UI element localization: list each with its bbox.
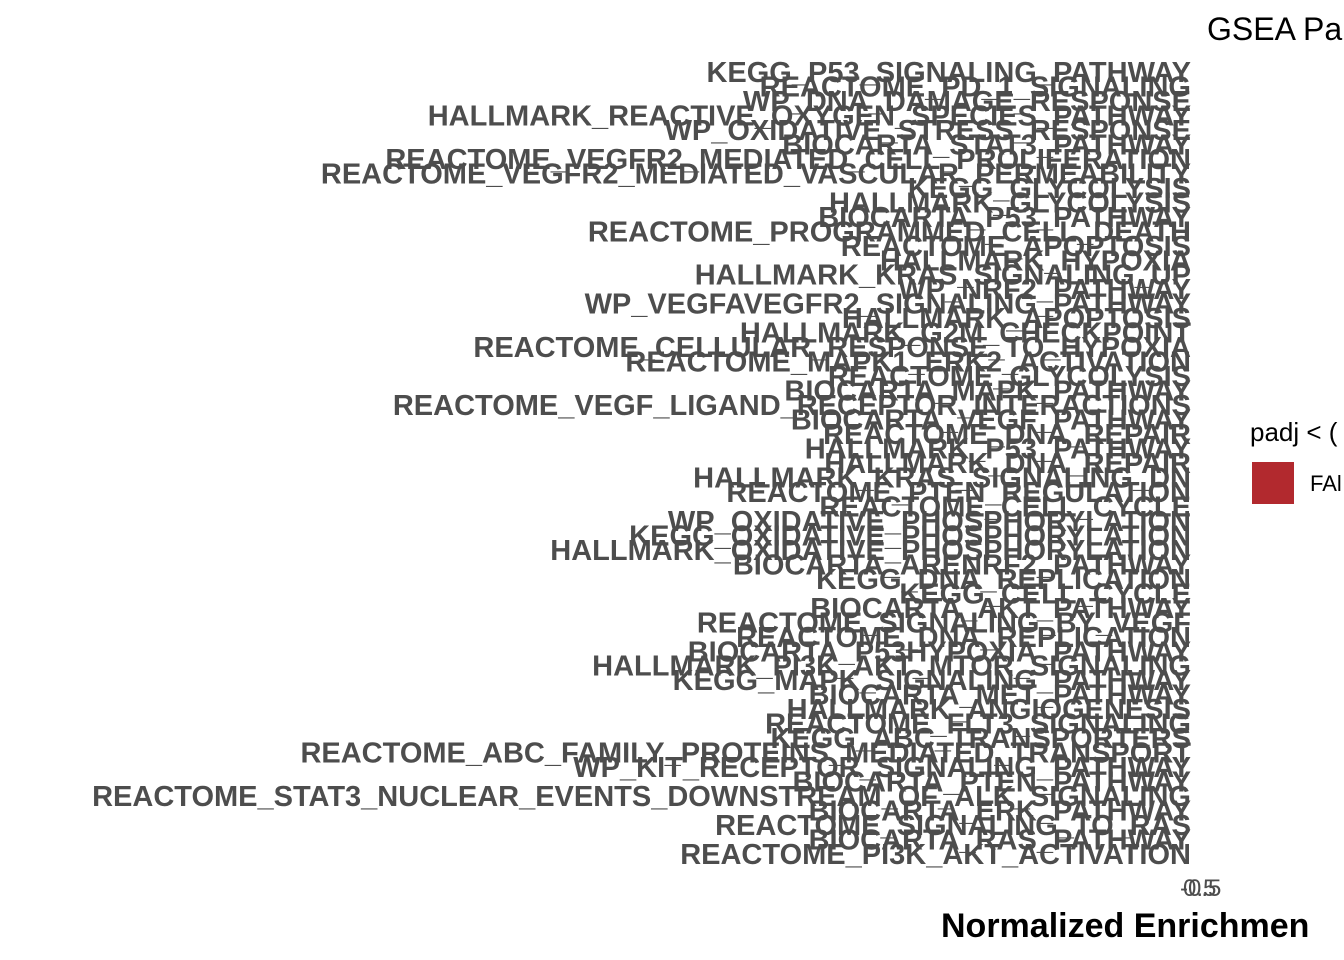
category-label: BIOCARTA_P53HYPOXIA_PATHWAY xyxy=(688,636,1191,668)
category-label: KEGG_OXIDATIVE_PHOSPHORYLATION xyxy=(629,520,1191,552)
category-labels: KEGG_P53_SIGNALING_PATHWAYREACTOME_PD_1_… xyxy=(92,57,1191,871)
category-label: WP_OXIDATIVE_PHOSPHORYLATION xyxy=(668,506,1191,538)
legend-entries: FAl xyxy=(1252,462,1342,504)
category-label: BIOCARTA_ARENRF2_PATHWAY xyxy=(733,549,1191,581)
category-label: REACTOME_PI3K_AKT_ACTIVATION xyxy=(680,839,1191,871)
category-label: REACTOME_GLYCOLYSIS xyxy=(828,361,1191,393)
category-label: BIOCARTA_STAT3_PATHWAY xyxy=(782,129,1191,161)
category-label: WP_VEGFAVEGFR2_SIGNALING_PATHWAY xyxy=(585,289,1191,321)
category-label: REACTOME_VEGFR2_MEDIATED_CELL_PROLIFERAT… xyxy=(385,144,1191,176)
category-label: WP_DNA_DAMAGE_RESPONSE xyxy=(743,86,1191,118)
x-tick-label: 0.5 xyxy=(1183,875,1216,902)
category-label: REACTOME_SIGNALING_BY_VEGF xyxy=(697,607,1191,639)
category-label: WP_OXIDATIVE_STRESS_RESPONSE xyxy=(665,115,1191,147)
category-label: REACTOME_STAT3_NUCLEAR_EVENTS_DOWNSTREAM… xyxy=(92,781,1191,813)
x-axis-ticks: -0.50.5 xyxy=(1180,875,1221,902)
category-label: HALLMARK_OXIDATIVE_PHOSPHORYLATION xyxy=(550,535,1191,567)
legend-title: padj < ( xyxy=(1250,417,1338,447)
category-label: HALLMARK_DNA_REPAIR xyxy=(824,448,1191,480)
category-label: REACTOME_CELLULAR_RESPONSE_TO_HYPOXIA xyxy=(473,332,1191,364)
category-label: HALLMARK_HYPOXIA xyxy=(880,245,1191,277)
category-label: REACTOME_PROGRAMMED_CELL_DEATH xyxy=(588,216,1191,248)
category-label: REACTOME_VEGF_LIGAND_RECEPTOR_INTERACTIO… xyxy=(393,390,1191,422)
category-label: REACTOME_DNA_REPAIR xyxy=(823,419,1191,451)
category-label: HALLMARK_ANGIOGENESIS xyxy=(787,694,1191,726)
category-label: WP_NRF2_PATHWAY xyxy=(898,274,1191,306)
category-label: BIOCARTA_AKT_PATHWAY xyxy=(810,593,1191,625)
category-label: KEGG_MAPK_SIGNALING_PATHWAY xyxy=(673,665,1191,697)
category-label: KEGG_CELL_CYCLE xyxy=(899,578,1191,610)
category-label: BIOCARTA_P53_PATHWAY xyxy=(818,202,1191,234)
x-tick-label: -0.5 xyxy=(1180,875,1221,902)
category-label: WP_KIT_RECEPTOR_SIGNALING_PATHWAY xyxy=(573,752,1191,784)
x-axis-title: Normalized Enrichmen xyxy=(941,907,1309,945)
category-label: HALLMARK_G2M_CHECKPOINT xyxy=(740,318,1191,350)
category-label: HALLMARK_GLYCOLYSIS xyxy=(829,187,1191,219)
category-label: REACTOME_ABC_FAMILY_PROTEINS_MEDIATED_TR… xyxy=(300,738,1191,770)
category-label: REACTOME_VEGFR2_MEDIATED_VASCULAR_PERMEA… xyxy=(321,158,1191,190)
category-label: REACTOME_FLT3_SIGNALING xyxy=(765,709,1191,741)
chart-title: GSEA Pa xyxy=(1207,11,1342,47)
category-label: HALLMARK_KRAS_SIGNALING_DN xyxy=(693,463,1191,495)
category-label: REACTOME_DNA_REPLICATION xyxy=(736,622,1191,654)
category-label: KEGG_ABC_TRANSPORTERS xyxy=(770,723,1191,755)
category-label: REACTOME_APOPTOSIS xyxy=(841,231,1191,263)
category-label: REACTOME_SIGNALING_TO_RAS xyxy=(715,810,1191,842)
category-label: KEGG_GLYCOLYSIS xyxy=(908,173,1191,205)
category-label: HALLMARK_P53_PATHWAY xyxy=(805,434,1191,466)
category-label: BIOCARTA_PTEN_PATHWAY xyxy=(792,767,1191,799)
category-label: BIOCARTA_RAS_PATHWAY xyxy=(809,825,1191,857)
category-label: KEGG_DNA_REPLICATION xyxy=(816,564,1191,596)
category-label: KEGG_P53_SIGNALING_PATHWAY xyxy=(706,57,1191,89)
category-label: BIOCARTA_VEGF_PATHWAY xyxy=(791,405,1191,437)
category-label: HALLMARK_REACTIVE_OXYGEN_SPECIES_PATHWAY xyxy=(428,100,1191,132)
category-label: BIOCARTA_MET_PATHWAY xyxy=(809,680,1191,712)
category-label: REACTOME_PD_1_SIGNALING xyxy=(760,72,1191,104)
legend-label: FAl xyxy=(1310,471,1342,496)
category-label: REACTOME_MAPK1_ERK2_ACTIVATION xyxy=(625,347,1191,379)
category-label: HALLMARK_APOPTOSIS xyxy=(842,303,1191,335)
category-label: HALLMARK_KRAS_SIGNALING_UP xyxy=(695,260,1191,292)
category-label: BIOCARTA_ERK_PATHWAY xyxy=(809,796,1191,828)
legend: padj < ( FAl xyxy=(1250,417,1342,504)
category-label: REACTOME_PTEN_REGULATION xyxy=(726,477,1191,509)
category-label: BIOCARTA_MAPK_PATHWAY xyxy=(784,376,1191,408)
category-label: REACTOME_CELL_CYCLE xyxy=(819,491,1191,523)
legend-swatch xyxy=(1252,462,1294,504)
category-label: HALLMARK_PI3K_AKT_MTOR_SIGNALING xyxy=(592,651,1191,683)
